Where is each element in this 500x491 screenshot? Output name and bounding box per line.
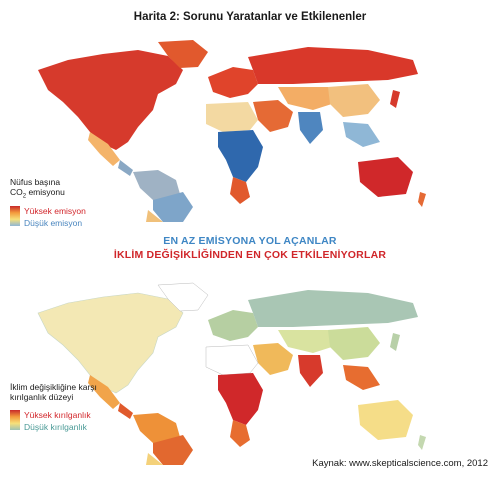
- co2-label: CO: [10, 187, 23, 197]
- australia: [358, 400, 413, 440]
- india: [298, 112, 323, 144]
- new-zealand: [418, 192, 426, 207]
- central-asia: [278, 330, 338, 353]
- russia: [248, 290, 418, 327]
- south-america-north: [133, 413, 180, 447]
- southeast-asia: [343, 365, 380, 390]
- north-america: [38, 50, 183, 150]
- emission-world-map: [38, 40, 426, 222]
- high-vulnerability-label: Yüksek kırılganlık: [24, 410, 91, 420]
- africa-north: [206, 102, 258, 132]
- emission-gradient-swatch: [10, 206, 20, 226]
- high-emission-label: Yüksek emisyon: [24, 206, 86, 216]
- middle-east: [253, 343, 293, 375]
- map-title: Harita 2: Sorunu Yaratanlar ve Etkilenen…: [133, 11, 367, 23]
- middle-east: [253, 100, 293, 132]
- greenland: [157, 282, 209, 312]
- africa-south: [230, 177, 250, 204]
- vulnerability-legend: İklim değişikliğine karşı kırılganlık dü…: [10, 382, 160, 442]
- india: [298, 355, 323, 387]
- vulnerability-gradient-swatch: [10, 410, 20, 430]
- greenland: [158, 40, 208, 68]
- china: [328, 327, 380, 360]
- central-america: [118, 160, 133, 176]
- africa-central: [218, 373, 263, 425]
- low-vulnerability-label: Düşük kırılganlık: [24, 422, 87, 432]
- emission-legend: Nüfus başına CO2 emisyonu Yüksek emisyon…: [10, 177, 140, 237]
- argentina: [146, 210, 163, 222]
- vulnerability-legend-title-line1: İklim değişikliğine karşı: [10, 382, 97, 392]
- central-asia: [278, 87, 338, 110]
- japan: [390, 90, 400, 108]
- japan: [390, 333, 400, 351]
- central-america: [118, 403, 133, 419]
- source-credit: Kaynak: www.skepticalscience.com, 2012: [312, 458, 488, 469]
- china: [328, 84, 380, 117]
- headline-line1: EN AZ EMİSYONA YOL AÇANLAR: [163, 235, 337, 247]
- vulnerability-world-map: [37, 282, 426, 465]
- brazil: [153, 192, 193, 222]
- africa-south: [230, 420, 250, 447]
- vulnerability-legend-title-line2: kırılganlık düzeyi: [10, 392, 74, 402]
- russia: [248, 47, 418, 84]
- co2-subscript: 2: [22, 193, 27, 200]
- south-america-north: [133, 170, 180, 204]
- headline-line2: İKLİM DEĞİŞİKLİĞİNDEN EN ÇOK ETKİLENİYOR…: [113, 249, 387, 261]
- southeast-asia: [343, 122, 380, 147]
- emission-legend-title-line2: CO2 emisyonu: [10, 187, 140, 202]
- australia: [358, 157, 413, 197]
- emission-legend-title-line1: Nüfus başına: [10, 177, 61, 187]
- mexico: [88, 132, 120, 166]
- low-emission-label: Düşük emisyon: [24, 218, 83, 228]
- brazil: [153, 435, 193, 465]
- europe: [208, 67, 258, 98]
- argentina: [146, 453, 163, 465]
- europe: [208, 310, 258, 341]
- africa-central: [218, 130, 263, 182]
- emission-label: emisyonu: [26, 187, 65, 197]
- africa-north: [205, 344, 259, 376]
- mexico: [88, 375, 120, 409]
- new-zealand: [418, 435, 426, 450]
- north-america: [37, 292, 184, 394]
